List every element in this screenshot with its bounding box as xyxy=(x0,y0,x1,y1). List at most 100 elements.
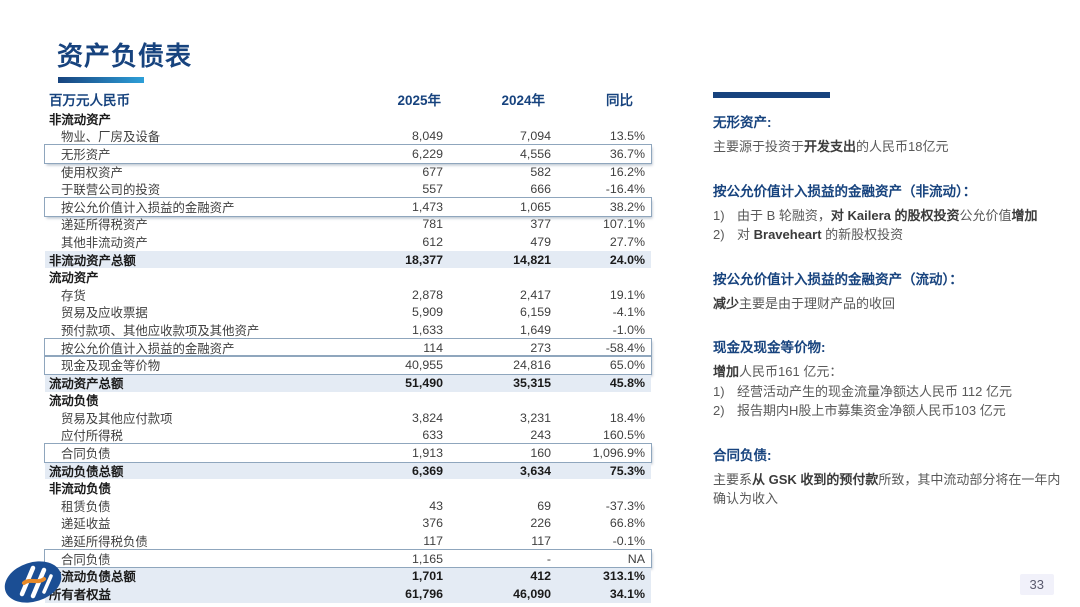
value-2024: 226 xyxy=(530,516,551,531)
note-list-marker: 2) xyxy=(713,227,725,242)
value-2025: 1,165 xyxy=(411,551,443,566)
note-line: 1) 经营活动产生的现金流量净额达人民币 112 亿元 xyxy=(713,382,1065,402)
row-label: 非流动负债 xyxy=(49,482,111,497)
value-yoy: 313.1% xyxy=(602,569,645,584)
note-text: 减少主要是由于理财产品的收回 xyxy=(713,295,896,311)
row-label: 物业、厂房及设备 xyxy=(61,130,161,145)
row-label: 无形资产 xyxy=(61,147,111,162)
note-heading: 无形资产: xyxy=(713,115,772,130)
page-number: 33 xyxy=(1019,574,1054,595)
value-yoy: -37.3% xyxy=(605,498,645,513)
note-text: 主要源于投资于开发支出的人民币18亿元 xyxy=(713,139,949,154)
table-row: 存货 2,878 2,417 19.1% xyxy=(45,286,651,304)
note-line: 2) 报告期内H股上市募集资金净额人民币103 亿元 xyxy=(713,401,1065,421)
row-label: 非流动资产总额 xyxy=(49,253,136,268)
table-row: 贸易及其他应付款项 3,824 3,231 18.4% xyxy=(45,409,651,427)
table-row: 非流动负债总额 1,701 412 313.1% xyxy=(45,567,651,586)
company-logo xyxy=(4,561,62,603)
notes-panel: 无形资产: 主要源于投资于开发支出的人民币18亿元按公允价值计入损益的金融资产（非… xyxy=(713,92,1065,535)
column-header-yoy: 同比 xyxy=(606,92,633,108)
note-heading: 现金及现金等价物: xyxy=(713,340,826,355)
row-label: 存货 xyxy=(61,288,86,303)
table-row: 非流动负债 xyxy=(45,479,651,497)
note-list-marker: 1) xyxy=(713,207,725,223)
row-label: 预付款项、其他应收款项及其他资产 xyxy=(61,323,260,338)
value-yoy: 75.3% xyxy=(609,463,645,478)
value-2024: 3,231 xyxy=(519,410,551,425)
value-yoy: 16.2% xyxy=(609,164,645,179)
value-yoy: -1.0% xyxy=(612,322,645,337)
table-row: 流动资产总额 51,490 35,315 45.8% xyxy=(45,373,651,392)
page-title: 资产负债表 xyxy=(57,41,193,71)
value-yoy: 38.2% xyxy=(609,199,645,214)
value-2025: 376 xyxy=(422,516,443,531)
value-2025: 6,369 xyxy=(411,463,443,478)
note-line: 2) 对 Braveheart 的新股权投资 xyxy=(713,225,1065,245)
row-label: 使用权资产 xyxy=(61,165,123,180)
value-yoy: 13.5% xyxy=(609,129,645,144)
value-2024: 117 xyxy=(531,534,551,549)
note-block: 按公允价值计入损益的金融资产（流动）： 减少主要是由于理财产品的收回 xyxy=(713,271,1065,314)
table-row: 递延收益 376 226 66.8% xyxy=(45,515,651,533)
row-label: 所有者权益 xyxy=(49,587,111,602)
row-label: 递延所得税负债 xyxy=(61,535,148,550)
value-yoy: -58.4% xyxy=(605,340,645,355)
note-line: 减少主要是由于理财产品的收回 xyxy=(713,294,1065,314)
row-label: 贸易及应收票据 xyxy=(61,306,148,321)
value-2025: 557 xyxy=(422,182,443,197)
table-row: 应付所得税 633 243 160.5% xyxy=(45,427,651,445)
table-row: 非流动资产总额 18,377 14,821 24.0% xyxy=(45,250,651,269)
table-row: 流动资产 xyxy=(45,268,651,286)
note-text: 对 Braveheart 的新股权投资 xyxy=(737,227,904,242)
value-2024: 14,821 xyxy=(513,252,551,267)
table-row: 流动负债总额 6,369 3,634 75.3% xyxy=(45,461,651,480)
note-heading: 按公允价值计入损益的金融资产（流动）： xyxy=(713,271,963,287)
row-label: 递延收益 xyxy=(61,517,111,532)
value-2024: - xyxy=(546,551,551,566)
value-2024: 2,417 xyxy=(519,287,551,302)
row-label: 流动资产 xyxy=(49,271,99,286)
value-2025: 1,701 xyxy=(411,569,443,584)
table-row: 流动负债 xyxy=(45,392,651,410)
value-2024: 4,556 xyxy=(519,146,551,161)
note-heading: 按公允价值计入损益的金融资产（非流动）： xyxy=(713,183,977,199)
note-line: 主要源于投资于开发支出的人民币18亿元 xyxy=(713,137,1065,157)
row-label: 应付所得税 xyxy=(61,429,123,444)
value-2025: 2,878 xyxy=(411,287,443,302)
value-2025: 40,955 xyxy=(405,358,443,373)
value-2025: 117 xyxy=(423,534,443,549)
column-header-2025: 2025年 xyxy=(397,92,441,108)
value-2025: 61,796 xyxy=(405,586,443,601)
value-2024: 160 xyxy=(530,446,551,461)
row-label: 非流动资产 xyxy=(49,112,111,127)
notes-accent-bar xyxy=(713,92,830,98)
value-2024: 1,065 xyxy=(519,199,551,214)
value-2024: 273 xyxy=(530,340,551,355)
value-yoy: 34.1% xyxy=(609,586,645,601)
row-label: 其他非流动资产 xyxy=(61,235,148,250)
note-block: 无形资产: 主要源于投资于开发支出的人民币18亿元 xyxy=(713,114,1065,157)
row-label: 流动资产总额 xyxy=(49,376,124,391)
table-row: 贸易及应收票据 5,909 6,159 -4.1% xyxy=(45,304,651,322)
value-yoy: 160.5% xyxy=(602,428,645,443)
value-2024: 666 xyxy=(530,182,551,197)
table-row: 合同负债 1,165 - NA xyxy=(44,548,652,569)
row-label: 租赁负债 xyxy=(61,499,111,514)
value-2024: 3,634 xyxy=(519,463,551,478)
note-text: 由于 B 轮融资，对 Kailera 的股权投资公允价值增加 xyxy=(737,207,1038,223)
note-line: 1) 由于 B 轮融资，对 Kailera 的股权投资公允价值增加 xyxy=(713,206,1065,226)
table-row: 其他非流动资产 612 479 27.7% xyxy=(45,233,651,251)
value-yoy: -4.1% xyxy=(612,305,645,320)
value-yoy: -16.4% xyxy=(605,182,645,197)
row-label: 按公允价值计入损益的金融资产 xyxy=(61,341,235,356)
table-row: 递延所得税资产 781 377 107.1% xyxy=(45,216,651,234)
note-list-marker: 1) xyxy=(713,383,725,399)
table-body: 非流动资产 物业、厂房及设备 8,049 7,094 13.5% 无形资产 6,229 4,5… xyxy=(44,110,652,603)
value-2025: 677 xyxy=(422,164,443,179)
note-text: 报告期内H股上市募集资金净额人民币103 亿元 xyxy=(737,403,1006,418)
table-row: 使用权资产 677 582 16.2% xyxy=(45,163,651,181)
value-2025: 1,473 xyxy=(411,199,443,214)
table-row: 按公允价值计入损益的金融资产 1,473 1,065 38.2% xyxy=(44,196,652,217)
row-label: 非流动负债总额 xyxy=(49,570,136,585)
value-2025: 114 xyxy=(423,340,443,355)
